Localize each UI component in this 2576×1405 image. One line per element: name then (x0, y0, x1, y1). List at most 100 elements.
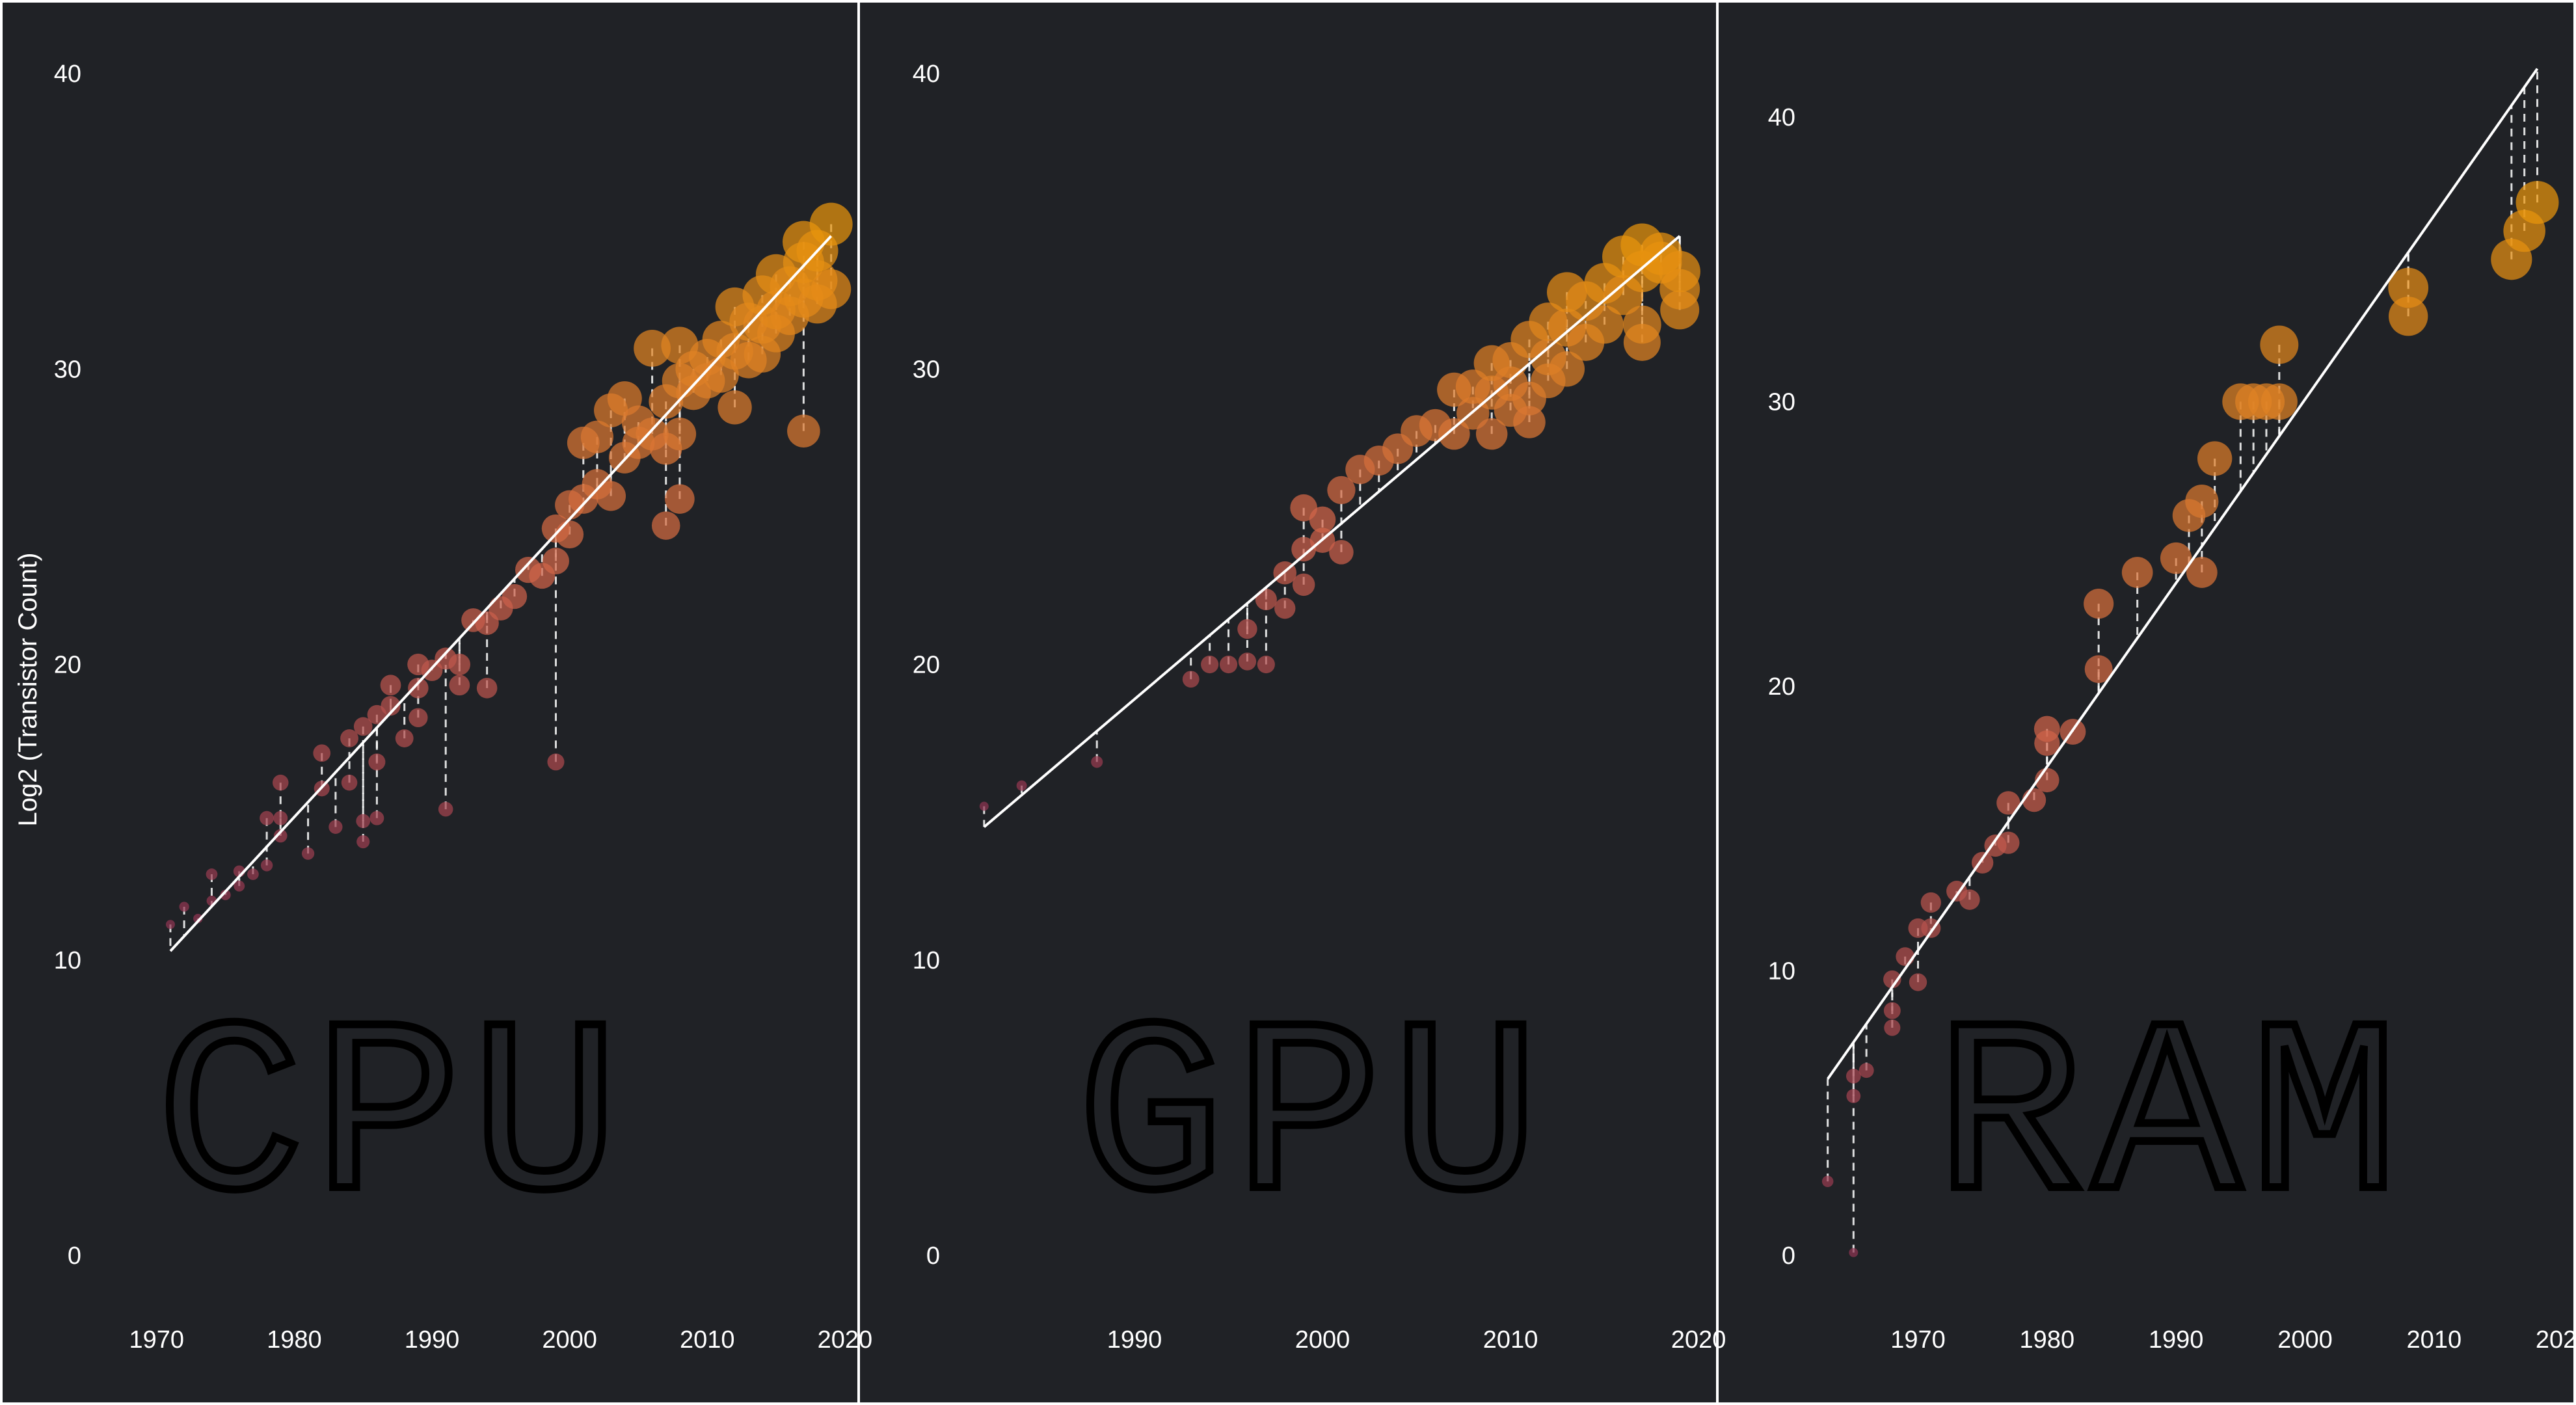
cpu-fit-line (169, 235, 833, 952)
data-point (2260, 325, 2299, 364)
data-point (273, 810, 288, 825)
x-tick-label: 2020 (818, 1326, 873, 1354)
ram-panel: RAM 1970 1980 1990 2000 2010 2020 0 10 20 30 40 (1768, 68, 2576, 1354)
data-point (811, 269, 852, 310)
data-point (448, 653, 470, 676)
gpu-x-ticks: 1990 2000 2010 2020 (1107, 1326, 1726, 1354)
y-tick-label: 20 (54, 652, 81, 679)
x-tick-label: 1980 (2020, 1326, 2075, 1354)
data-point (1238, 652, 1257, 671)
x-tick-label: 2010 (1483, 1326, 1538, 1354)
data-point (2084, 655, 2113, 684)
data-point (1513, 406, 1546, 438)
data-point (2033, 716, 2060, 742)
data-point (206, 868, 218, 880)
data-point (542, 548, 569, 575)
data-point (408, 678, 429, 699)
data-point (663, 417, 697, 451)
data-point (556, 520, 584, 549)
data-point (301, 847, 315, 860)
data-point (1659, 250, 1700, 293)
data-point (313, 744, 331, 762)
data-point (2022, 788, 2046, 812)
data-point (1309, 506, 1336, 533)
x-tick-label: 1970 (1890, 1326, 1946, 1354)
data-point (718, 390, 752, 425)
y-tick-label: 20 (1768, 673, 1795, 701)
data-point (260, 810, 275, 825)
data-point (665, 484, 695, 514)
data-point (1846, 1089, 1861, 1103)
x-tick-label: 2000 (2277, 1326, 2333, 1354)
data-point (329, 820, 343, 834)
data-point (1438, 418, 1470, 450)
gpu-fit-line (983, 235, 1681, 828)
data-point (1909, 973, 1927, 991)
data-point (2261, 383, 2298, 420)
y-axis-label: Log2 (Transistor Count) (14, 553, 42, 827)
data-point (1257, 655, 1275, 674)
data-point (1274, 598, 1296, 619)
data-point (1884, 1019, 1901, 1036)
data-point (547, 753, 565, 771)
data-point (1849, 1248, 1858, 1257)
x-tick-label: 1980 (267, 1326, 322, 1354)
ram-fit-line (1827, 68, 2539, 1080)
x-tick-label: 1990 (2149, 1326, 2204, 1354)
y-tick-label: 0 (1782, 1242, 1795, 1270)
data-point (1883, 970, 1901, 989)
data-point (1292, 573, 1315, 596)
data-point (580, 420, 614, 453)
data-point (2388, 267, 2429, 308)
data-point (502, 583, 528, 609)
data-point (1549, 351, 1585, 387)
data-point (341, 774, 358, 791)
x-tick-label: 2000 (1295, 1326, 1350, 1354)
data-point (1201, 655, 1219, 674)
data-point (381, 695, 401, 716)
y-tick-label: 10 (1768, 958, 1795, 985)
data-point (395, 729, 414, 747)
x-tick-label: 2010 (2407, 1326, 2462, 1354)
data-point (1327, 475, 1356, 505)
y-tick-label: 0 (68, 1242, 81, 1270)
data-point (1329, 540, 1354, 565)
data-point (165, 920, 175, 930)
y-tick-label: 10 (54, 947, 81, 974)
data-point (1237, 619, 1257, 639)
cpu-x-ticks: 1970 1980 1990 2000 2010 2020 (129, 1326, 873, 1354)
data-point (1858, 1063, 1874, 1078)
data-point (247, 868, 259, 880)
data-point (356, 835, 370, 849)
data-point (1821, 1175, 1834, 1188)
data-point (356, 814, 371, 829)
data-point (979, 801, 989, 811)
data-point (409, 708, 428, 727)
data-point (2516, 181, 2559, 224)
data-point (1920, 892, 1941, 913)
data-point (1291, 537, 1317, 562)
cpu-y-ticks: 0 10 20 30 40 (54, 60, 81, 1270)
y-tick-label: 20 (913, 652, 940, 679)
data-point (1585, 305, 1624, 344)
data-point (1623, 305, 1661, 344)
data-point (1475, 418, 1508, 450)
data-point (438, 801, 453, 817)
data-point (651, 511, 680, 540)
x-tick-label: 1990 (405, 1326, 460, 1354)
gpu-points (979, 223, 1700, 811)
cpu-panel-title: CPU (156, 982, 628, 1262)
ram-panel-title: RAM (1935, 982, 2408, 1262)
y-tick-label: 40 (913, 60, 940, 88)
ram-y-ticks: 0 10 20 30 40 (1768, 104, 1795, 1270)
data-point (353, 717, 373, 736)
cpu-panel: CPU Log2 (Transistor Count) 1970 1980 1990… (14, 60, 872, 1354)
data-point (260, 859, 273, 872)
data-point (1883, 1002, 1901, 1019)
y-tick-label: 30 (1768, 389, 1795, 416)
data-point (2186, 557, 2218, 588)
